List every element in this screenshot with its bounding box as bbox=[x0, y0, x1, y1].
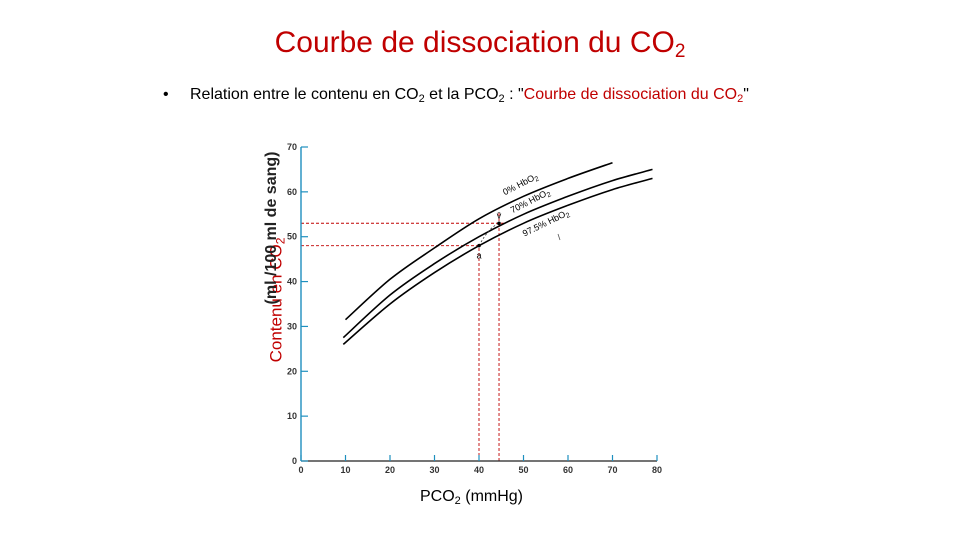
bullet-text-part-2: et la PCO bbox=[424, 86, 499, 103]
series-label-text: 97.5% HbO bbox=[521, 209, 567, 238]
series-label-sub: 2 bbox=[546, 191, 553, 199]
curve-97-5-hbo2 bbox=[342, 177, 653, 346]
bullet-text-part-3: : " bbox=[504, 86, 524, 103]
bullet-highlight: Courbe de dissociation du CO2 bbox=[523, 86, 744, 105]
x-tick-label: 80 bbox=[652, 465, 662, 475]
bullet-text-part-1: Relation entre le contenu en CO bbox=[190, 86, 419, 103]
x-axis-label-units: (mmHg) bbox=[460, 488, 524, 505]
point-a bbox=[477, 243, 481, 248]
x-tick-label: 20 bbox=[385, 465, 395, 475]
y-axis-units-label: (ml /100 ml de sang) bbox=[263, 152, 280, 305]
series-label-sub: 2 bbox=[534, 175, 541, 183]
x-tick-label: 50 bbox=[518, 465, 528, 475]
bullet-text-part-4: " bbox=[743, 86, 749, 103]
y-tick-label: 70 bbox=[287, 142, 297, 152]
axes-layer: 0 10 20 30 40 50 60 70 0 10 20 30 40 50 60 70 80 bbox=[287, 142, 662, 475]
series-label-sub: 2 bbox=[565, 212, 572, 220]
point-label: v̄ bbox=[497, 210, 502, 220]
y-tick-label: 20 bbox=[287, 366, 297, 376]
points-layer: a v̄ bbox=[476, 210, 561, 261]
y-tick-label: 50 bbox=[287, 232, 297, 242]
curve-0-hbo2 bbox=[344, 161, 613, 321]
bullet-highlight-text: Courbe de dissociation du CO bbox=[523, 86, 738, 103]
y-tick-label: 0 bbox=[292, 456, 297, 466]
x-axis-label: PCO2 (mmHg) bbox=[420, 488, 523, 507]
bullet-text: Relation entre le contenu en CO2 et la P… bbox=[190, 84, 790, 110]
y-tick-label: 60 bbox=[287, 187, 297, 197]
x-tick-label: 70 bbox=[607, 465, 617, 475]
x-axis-label-main: PCO bbox=[420, 488, 455, 505]
x-tick-label: 0 bbox=[298, 465, 303, 475]
bullet-highlight-sub: 2 bbox=[737, 93, 744, 105]
bullet-sub-1: 2 bbox=[418, 93, 425, 105]
slide-title: Courbe de dissociation du CO2 bbox=[0, 26, 960, 63]
a-to-v-arrow bbox=[478, 222, 500, 246]
y-tick-label: 30 bbox=[287, 321, 297, 331]
bullet-sub-2: 2 bbox=[498, 93, 505, 105]
point-label: a bbox=[476, 251, 481, 261]
y-tick-label: 40 bbox=[287, 277, 297, 287]
x-tick-label: 10 bbox=[340, 465, 350, 475]
point-v bbox=[497, 221, 501, 226]
x-tick-label: 60 bbox=[563, 465, 573, 475]
bullet-marker: • bbox=[163, 86, 169, 103]
slide-title-text: Courbe de dissociation du CO bbox=[274, 26, 675, 59]
scan-mark bbox=[557, 233, 561, 241]
x-tick-label: 40 bbox=[474, 465, 484, 475]
curve-70-hbo2 bbox=[342, 168, 653, 339]
x-axis-label-sub: 2 bbox=[454, 495, 461, 507]
slide-title-subscript: 2 bbox=[674, 41, 686, 62]
y-tick-label: 10 bbox=[287, 411, 297, 421]
x-tick-label: 30 bbox=[429, 465, 439, 475]
